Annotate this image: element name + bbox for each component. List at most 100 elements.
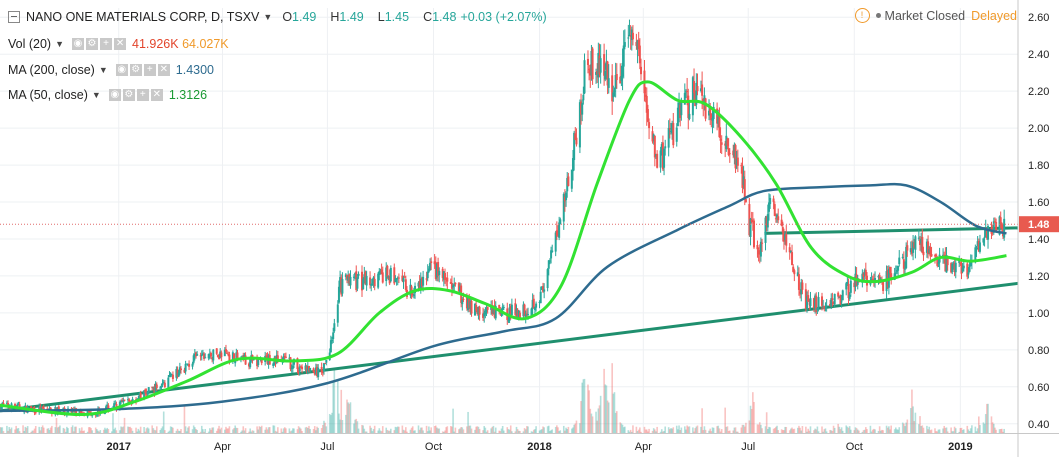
collapse-icon[interactable] xyxy=(8,11,20,23)
candle-body xyxy=(726,138,729,146)
chevron-down-icon[interactable]: ▼ xyxy=(55,39,65,49)
candle-body xyxy=(317,367,320,378)
chevron-down-icon[interactable]: ▼ xyxy=(91,90,101,100)
y-tick-label: 1.00 xyxy=(1028,308,1049,320)
candle-body xyxy=(340,277,343,295)
chevron-down-icon[interactable]: ▼ xyxy=(98,65,108,75)
eye-icon[interactable]: ◉ xyxy=(108,89,121,101)
candle-body xyxy=(457,283,460,292)
indicator-controls[interactable]: ◉ ⚙ + ✕ xyxy=(108,89,163,101)
candle-body xyxy=(864,269,867,276)
candle-body xyxy=(508,307,511,321)
volume-bar xyxy=(889,429,891,433)
candle-body xyxy=(233,353,236,362)
indicator-controls[interactable]: ◉ ⚙ + ✕ xyxy=(115,64,170,76)
close-icon[interactable]: ✕ xyxy=(114,38,127,50)
close-icon[interactable]: ✕ xyxy=(150,89,163,101)
candle-body xyxy=(656,153,659,168)
indicator-row-ma200[interactable]: MA (200, close) ▼ ◉ ⚙ + ✕ 1.4300 xyxy=(8,61,214,79)
indicator-controls[interactable]: ◉ ⚙ + ✕ xyxy=(72,38,127,50)
x-tick-label: 2017 xyxy=(107,441,131,453)
plus-icon[interactable]: + xyxy=(143,64,156,76)
symbol-title[interactable]: NANO ONE MATERIALS CORP, D, TSXV xyxy=(26,10,260,24)
candle-body xyxy=(461,300,464,305)
volume-bar xyxy=(417,425,420,433)
volume-bar xyxy=(164,430,166,433)
candle-body xyxy=(901,256,904,258)
volume-bar xyxy=(549,431,551,433)
volume-bar xyxy=(315,430,317,433)
close-icon[interactable]: ✕ xyxy=(157,64,170,76)
candle-body xyxy=(435,263,438,278)
chevron-down-icon[interactable]: ▼ xyxy=(263,12,273,22)
candle-body xyxy=(145,391,148,395)
market-status: ! Market Closed Delayed xyxy=(854,8,1017,23)
volume-bar xyxy=(33,428,36,433)
volume-bar xyxy=(556,425,558,433)
indicator-row-volume[interactable]: Vol (20) ▼ ◉ ⚙ + ✕ 41.926K 64.027K xyxy=(8,35,229,53)
indicator-label[interactable]: MA (200, close) xyxy=(8,63,95,77)
indicator-row-ma50[interactable]: MA (50, close) ▼ ◉ ⚙ + ✕ 1.3126 xyxy=(8,86,207,104)
volume-bar xyxy=(153,429,156,433)
volume-bar xyxy=(40,427,43,433)
candle-body xyxy=(305,366,308,372)
indicator-label[interactable]: MA (50, close) xyxy=(8,88,88,102)
volume-bar xyxy=(494,427,497,433)
candle-body xyxy=(5,402,8,404)
candle-body xyxy=(244,355,247,365)
volume-bar xyxy=(168,430,171,433)
volume-bar xyxy=(788,430,791,433)
volume-bar xyxy=(741,424,744,433)
candle-body xyxy=(719,138,722,141)
candle-body xyxy=(882,281,885,291)
volume-bar xyxy=(180,429,182,433)
candle-body xyxy=(611,75,614,102)
candle-body xyxy=(114,403,117,405)
candle-body xyxy=(832,302,835,305)
candle-body xyxy=(419,278,422,289)
candle-body xyxy=(307,365,310,371)
eye-icon[interactable]: ◉ xyxy=(72,38,85,50)
volume-bar xyxy=(784,426,786,433)
volume-bar xyxy=(752,392,754,433)
volume-bar xyxy=(111,431,113,433)
candle-body xyxy=(394,278,397,283)
volume-bar xyxy=(824,428,827,433)
gear-icon[interactable]: ⚙ xyxy=(129,64,142,76)
plus-icon[interactable]: + xyxy=(100,38,113,50)
volume-bar xyxy=(652,428,655,433)
candle-body xyxy=(789,251,792,253)
candle-body xyxy=(897,265,900,271)
candle-body xyxy=(147,387,150,393)
gear-icon[interactable]: ⚙ xyxy=(122,89,135,101)
candle-body xyxy=(687,95,690,119)
candle-body xyxy=(863,270,866,275)
candle-body xyxy=(672,122,675,146)
volume-bar xyxy=(992,423,995,433)
indicator-label[interactable]: Vol (20) xyxy=(8,37,52,51)
volume-bar xyxy=(272,425,275,433)
volume-bar xyxy=(994,427,996,433)
volume-bar xyxy=(888,426,890,433)
volume-bar xyxy=(438,428,441,433)
candle-body xyxy=(751,221,754,223)
candle-body xyxy=(821,296,824,306)
volume-bar xyxy=(934,428,936,433)
candle-body xyxy=(910,249,913,254)
volume-bar xyxy=(2,431,5,433)
volume-bar xyxy=(309,428,311,433)
volume-bar xyxy=(671,428,673,433)
volume-bar xyxy=(807,428,809,433)
candle-body xyxy=(967,272,970,275)
volume-bar xyxy=(232,429,234,433)
eye-icon[interactable]: ◉ xyxy=(115,64,128,76)
volume-bar xyxy=(637,429,640,433)
volume-bar xyxy=(370,427,373,433)
volume-bar xyxy=(598,405,601,433)
plus-icon[interactable]: + xyxy=(136,89,149,101)
candle-body xyxy=(546,269,549,289)
info-icon[interactable]: ! xyxy=(854,8,870,23)
candle-body xyxy=(120,400,123,402)
gear-icon[interactable]: ⚙ xyxy=(86,38,99,50)
